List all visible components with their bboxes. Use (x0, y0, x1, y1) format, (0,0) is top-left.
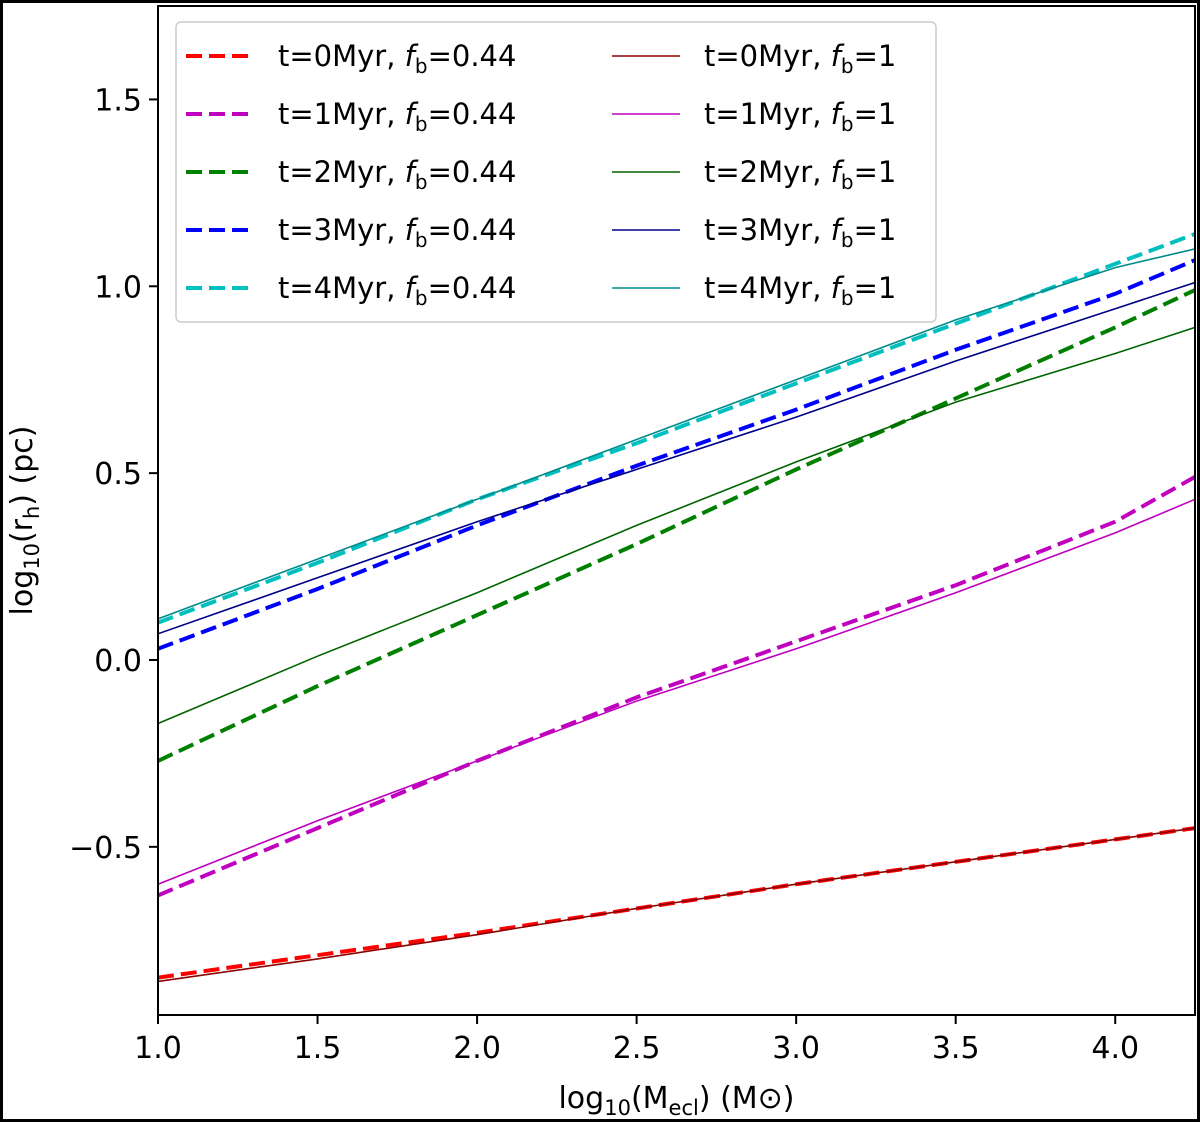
series-line-7 (158, 326, 1195, 725)
legend-label: t=0Myr, fb=1 (704, 39, 896, 78)
legend-label: t=0Myr, fb=0.44 (278, 39, 516, 78)
y-tick-label: −0.5 (69, 831, 142, 866)
x-tick-label: 1.0 (134, 1031, 182, 1066)
legend-label: t=1Myr, fb=1 (704, 97, 896, 136)
y-tick-label: 0.5 (94, 457, 142, 492)
series-line-5 (158, 827, 1195, 983)
x-tick-label: 1.5 (294, 1031, 342, 1066)
x-tick-label: 2.5 (613, 1031, 661, 1066)
legend-label: t=3Myr, fb=1 (704, 213, 896, 252)
legend-label: t=2Myr, fb=0.44 (278, 155, 516, 194)
series-line-2 (158, 288, 1195, 763)
series-line-9 (158, 248, 1195, 620)
legend-label: t=2Myr, fb=1 (704, 155, 896, 194)
plot-area-frame (157, 5, 1196, 1016)
legend-label: t=4Myr, fb=1 (704, 271, 896, 310)
series-line-3 (158, 258, 1195, 651)
series-line-6 (158, 498, 1195, 885)
y-tick-label: 1.0 (94, 270, 142, 305)
y-tick-label: 0.0 (94, 644, 142, 679)
ticks-layer: 1.0 1.5 2.0 2.5 3.0 3.5 4.0 −0.5 0.0 0.5 1.0 1.5 (69, 83, 1139, 1066)
series-line-8 (158, 281, 1195, 635)
y-axis-label-group: log10(rh) (pc) (5, 425, 44, 615)
legend-label: t=3Myr, fb=0.44 (278, 213, 516, 252)
x-tick-label: 3.5 (932, 1031, 980, 1066)
x-tick-label: 4.0 (1091, 1031, 1139, 1066)
series-layer (158, 232, 1195, 983)
x-axis-label: log10(Mecl) (M⊙) (558, 1081, 794, 1120)
legend-label: t=4Myr, fb=0.44 (278, 271, 516, 310)
y-axis-label: log10(rh) (pc) (5, 425, 44, 615)
legend: t=0Myr, fb=0.44 t=1Myr, fb=0.44 t=2Myr, fb… (175, 21, 937, 323)
y-tick-label: 1.5 (94, 83, 142, 118)
series-line-4 (158, 232, 1195, 625)
x-tick-label: 3.0 (772, 1031, 820, 1066)
legend-label: t=1Myr, fb=0.44 (278, 97, 516, 136)
series-line-1 (158, 475, 1195, 898)
x-tick-label: 2.0 (453, 1031, 501, 1066)
legend-box (175, 21, 937, 323)
